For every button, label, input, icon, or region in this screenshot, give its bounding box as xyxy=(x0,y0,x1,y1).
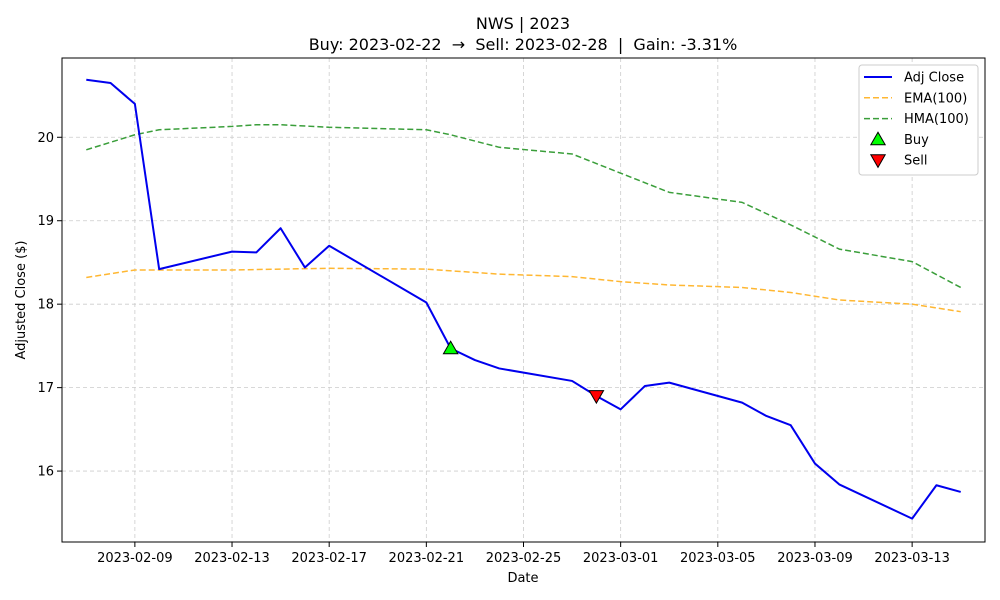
legend-label-ema-100: EMA(100) xyxy=(904,91,967,106)
chart-title: NWS | 2023 xyxy=(476,14,570,33)
y-tick-label: 19 xyxy=(37,214,54,229)
y-tick-label: 17 xyxy=(37,381,54,396)
chart-subtitle: Buy: 2023-02-22 → Sell: 2023-02-28 | Gai… xyxy=(309,35,738,54)
x-tick-label: 2023-03-01 xyxy=(583,551,659,566)
legend: Adj Close EMA(100) HMA(100) Buy Sell xyxy=(858,64,979,176)
x-tick-label: 2023-02-13 xyxy=(194,551,270,566)
legend-label-sell: Sell xyxy=(904,154,927,169)
legend-label-buy: Buy xyxy=(904,133,929,148)
legend-box xyxy=(858,64,979,176)
grid-lines xyxy=(62,58,985,542)
x-axis-label: Date xyxy=(507,571,538,586)
series-line-ema-100 xyxy=(86,267,961,313)
buy-marker xyxy=(442,340,459,355)
y-tick-label: 18 xyxy=(37,298,54,313)
series-layer xyxy=(86,78,962,520)
x-axis-ticks: 2023-02-09 2023-02-13 2023-02-17 2023-02-21… xyxy=(97,542,950,566)
legend-swatch-sell xyxy=(869,154,887,169)
y-axis-ticks: 16 17 18 19 20 xyxy=(37,131,62,480)
series-line-hma-100 xyxy=(86,124,962,289)
x-tick-label: 2023-03-05 xyxy=(680,551,756,566)
x-tick-label: 2023-02-21 xyxy=(389,551,465,566)
series-line-adj-close xyxy=(86,78,961,520)
y-tick-label: 16 xyxy=(37,465,54,480)
legend-swatch-buy xyxy=(869,131,887,146)
y-tick-label: 20 xyxy=(37,131,54,146)
trade-markers xyxy=(442,340,605,405)
legend-label-hma-100: HMA(100) xyxy=(904,112,969,127)
legend-label-adj-close: Adj Close xyxy=(904,71,964,86)
x-tick-label: 2023-02-09 xyxy=(97,551,173,566)
x-tick-label: 2023-03-13 xyxy=(874,551,950,566)
sell-marker xyxy=(588,390,605,405)
x-tick-label: 2023-02-17 xyxy=(291,551,367,566)
x-tick-label: 2023-02-25 xyxy=(486,551,562,566)
x-tick-label: 2023-03-09 xyxy=(777,551,853,566)
y-axis-label: Adjusted Close ($) xyxy=(14,241,29,360)
